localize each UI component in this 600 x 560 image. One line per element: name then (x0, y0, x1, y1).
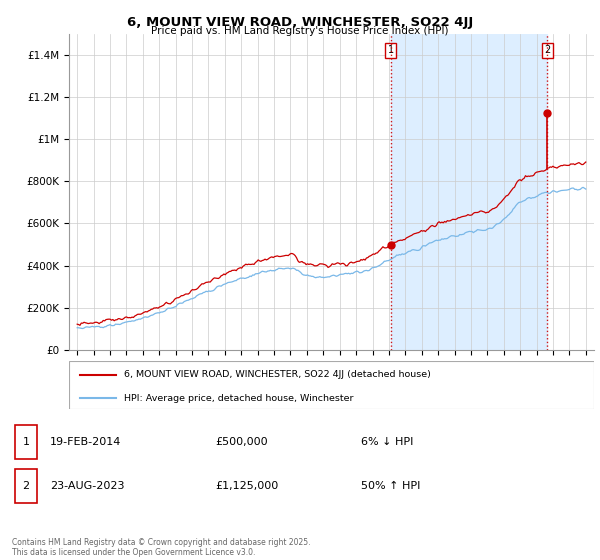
Bar (391, 34, 547, 350)
Text: HPI: Average price, detached house, Winchester: HPI: Average price, detached house, Winc… (124, 394, 353, 403)
Text: Contains HM Land Registry data © Crown copyright and database right 2025.
This d: Contains HM Land Registry data © Crown c… (12, 538, 311, 557)
Text: 6% ↓ HPI: 6% ↓ HPI (361, 437, 413, 447)
Text: £500,000: £500,000 (216, 437, 268, 447)
Text: 19-FEB-2014: 19-FEB-2014 (50, 437, 121, 447)
Text: £1,125,000: £1,125,000 (216, 481, 279, 491)
Text: 6, MOUNT VIEW ROAD, WINCHESTER, SO22 4JJ: 6, MOUNT VIEW ROAD, WINCHESTER, SO22 4JJ (127, 16, 473, 29)
Text: 50% ↑ HPI: 50% ↑ HPI (361, 481, 421, 491)
Text: 23-AUG-2023: 23-AUG-2023 (50, 481, 124, 491)
Text: 6, MOUNT VIEW ROAD, WINCHESTER, SO22 4JJ (detached house): 6, MOUNT VIEW ROAD, WINCHESTER, SO22 4JJ… (124, 370, 431, 379)
Text: Price paid vs. HM Land Registry's House Price Index (HPI): Price paid vs. HM Land Registry's House … (151, 26, 449, 36)
Text: 2: 2 (22, 481, 29, 491)
Bar (15, 425, 37, 459)
Text: 1: 1 (388, 45, 394, 55)
Text: 1: 1 (22, 437, 29, 447)
Text: 2: 2 (544, 45, 550, 55)
Bar (15, 469, 37, 503)
